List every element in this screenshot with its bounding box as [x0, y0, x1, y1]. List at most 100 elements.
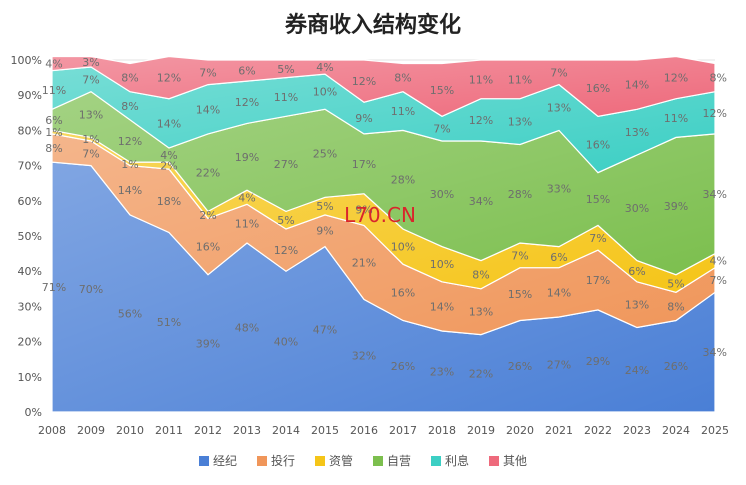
legend-swatch [315, 456, 325, 466]
y-tick-label: 50% [18, 230, 42, 243]
data-label: 11% [664, 112, 688, 125]
legend-swatch [199, 456, 209, 466]
data-label: 39% [664, 200, 688, 213]
data-label: 14% [118, 184, 142, 197]
chart-title: 券商收入结构变化 [284, 12, 461, 38]
data-label: 13% [79, 109, 103, 122]
data-label: 12% [469, 114, 493, 127]
y-tick-label: 40% [18, 265, 42, 278]
x-tick-label: 2014 [272, 424, 300, 437]
data-label: 39% [196, 337, 220, 350]
legend-swatch [489, 456, 499, 466]
data-label: 11% [469, 73, 493, 86]
data-label: 2% [199, 209, 216, 222]
data-label: 33% [547, 182, 571, 195]
x-tick-label: 2011 [155, 424, 183, 437]
data-label: 12% [235, 96, 259, 109]
data-label: 24% [625, 364, 649, 377]
data-label: 8% [667, 300, 684, 313]
data-label: 12% [157, 72, 181, 85]
data-label: 12% [664, 72, 688, 85]
data-label: 8% [121, 72, 138, 85]
data-label: 9% [355, 112, 372, 125]
data-label: 13% [469, 306, 493, 319]
data-label: 6% [45, 114, 62, 127]
data-label: 14% [430, 300, 454, 313]
data-label: 15% [508, 288, 532, 301]
data-label: 40% [274, 336, 298, 349]
data-label: 26% [508, 360, 532, 373]
data-label: 7% [550, 66, 567, 79]
data-label: 5% [667, 278, 684, 291]
data-label: 47% [313, 323, 337, 336]
data-label: 15% [586, 193, 610, 206]
data-label: 15% [430, 84, 454, 97]
data-label: 34% [703, 346, 727, 359]
data-label: 10% [391, 241, 415, 254]
data-label: 8% [394, 72, 411, 85]
legend-swatch [373, 456, 383, 466]
legend-label: 自营 [387, 454, 411, 468]
data-label: 11% [508, 73, 532, 86]
x-tick-label: 2018 [428, 424, 456, 437]
data-label: 11% [274, 91, 298, 104]
data-label: 7% [82, 73, 99, 86]
y-tick-label: 10% [18, 371, 42, 384]
data-label: 7% [710, 274, 727, 287]
x-tick-label: 2010 [116, 424, 144, 437]
data-label: 56% [118, 307, 142, 320]
data-label: 3% [82, 56, 99, 69]
data-label: 18% [157, 195, 181, 208]
data-label: 10% [313, 86, 337, 99]
data-label: 12% [703, 107, 727, 120]
data-label: 8% [45, 142, 62, 155]
y-axis: 0% 10% 20% 30% 40% 50% 60% 70% 80% 90% 100% [11, 54, 42, 419]
watermark-text: L70.CN [344, 203, 416, 227]
data-label: 7% [82, 147, 99, 160]
data-label: 29% [586, 355, 610, 368]
data-label: 6% [238, 65, 255, 78]
data-label: 8% [710, 72, 727, 85]
data-label: 16% [586, 138, 610, 151]
x-tick-label: 2022 [584, 424, 612, 437]
x-tick-label: 2015 [311, 424, 339, 437]
y-tick-label: 90% [18, 89, 42, 102]
data-label: 32% [352, 350, 376, 363]
data-label: 8% [472, 269, 489, 282]
data-label: 21% [352, 256, 376, 269]
data-label: 16% [586, 82, 610, 95]
area-series [51, 55, 716, 413]
data-label: 8% [121, 100, 138, 113]
data-label: 17% [586, 274, 610, 287]
data-label: 7% [589, 232, 606, 245]
data-label: 4% [316, 61, 333, 74]
data-label: 1% [121, 158, 138, 171]
data-label: 14% [196, 103, 220, 116]
x-axis: 2008 2009 2010 2011 2012 2013 2014 2015 2016 2017… [38, 424, 729, 437]
data-label: 7% [433, 123, 450, 136]
data-label: 5% [277, 214, 294, 227]
area-highlight-利息 [52, 67, 715, 173]
data-label: 11% [42, 84, 66, 97]
data-label: 19% [235, 151, 259, 164]
data-label: 7% [199, 66, 216, 79]
y-tick-label: 70% [18, 160, 42, 173]
legend-swatch [431, 456, 441, 466]
data-label: 4% [160, 149, 177, 162]
area-highlight-其他 [52, 56, 715, 117]
area-highlight-资管 [52, 130, 715, 293]
data-label: 4% [45, 58, 62, 71]
data-label: 27% [547, 358, 571, 371]
data-label: 22% [196, 167, 220, 180]
data-label: 11% [391, 105, 415, 118]
y-tick-label: 80% [18, 124, 42, 137]
area-highlight-投行 [52, 133, 715, 335]
data-label: 4% [238, 191, 255, 204]
data-label: 13% [625, 299, 649, 312]
data-label: 11% [235, 218, 259, 231]
x-tick-label: 2012 [194, 424, 222, 437]
data-label: 14% [157, 117, 181, 130]
data-label: 34% [469, 195, 493, 208]
data-label: 9% [316, 225, 333, 238]
